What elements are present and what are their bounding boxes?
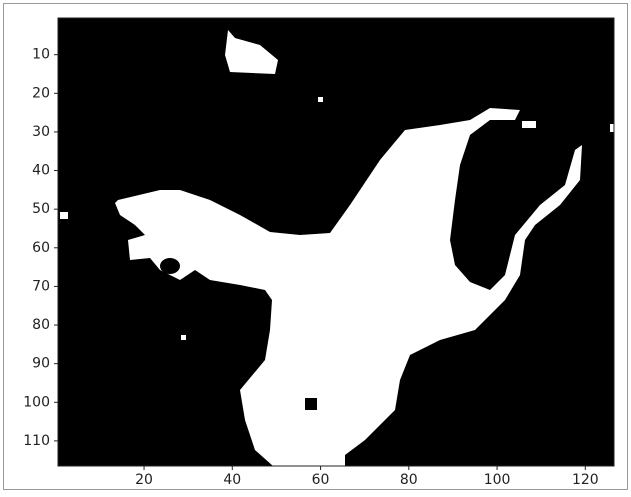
y-tick-label: 10 [32,47,50,63]
mask-hole [305,398,317,410]
mask-speck [522,121,536,128]
mask-speck [318,97,323,102]
y-tick-label: 70 [32,278,50,294]
y-tick-label: 30 [32,124,50,140]
x-tick-label: 60 [312,472,330,488]
y-tick-label: 110 [23,433,50,449]
mask-speck [181,335,186,340]
x-tick-label: 100 [484,472,511,488]
y-tick-label: 90 [32,356,50,372]
chart: 20 40 60 80 100 120 10 20 30 40 50 60 70 80 90 100 110 [0,0,631,493]
x-tick-label: 40 [223,472,241,488]
y-tick-label: 60 [32,240,50,256]
y-tick-label: 40 [32,163,50,179]
x-tick-label: 80 [400,472,418,488]
mask-speck [60,212,68,219]
image-plot [58,18,614,466]
y-tick-label: 100 [23,394,50,410]
mask-speck [610,124,614,132]
y-tick-label: 20 [32,85,50,101]
x-tick-label: 20 [135,472,153,488]
x-tick-label: 120 [572,472,599,488]
mask-hole [160,258,180,274]
y-tick-label: 50 [32,201,50,217]
y-tick-label: 80 [32,317,50,333]
